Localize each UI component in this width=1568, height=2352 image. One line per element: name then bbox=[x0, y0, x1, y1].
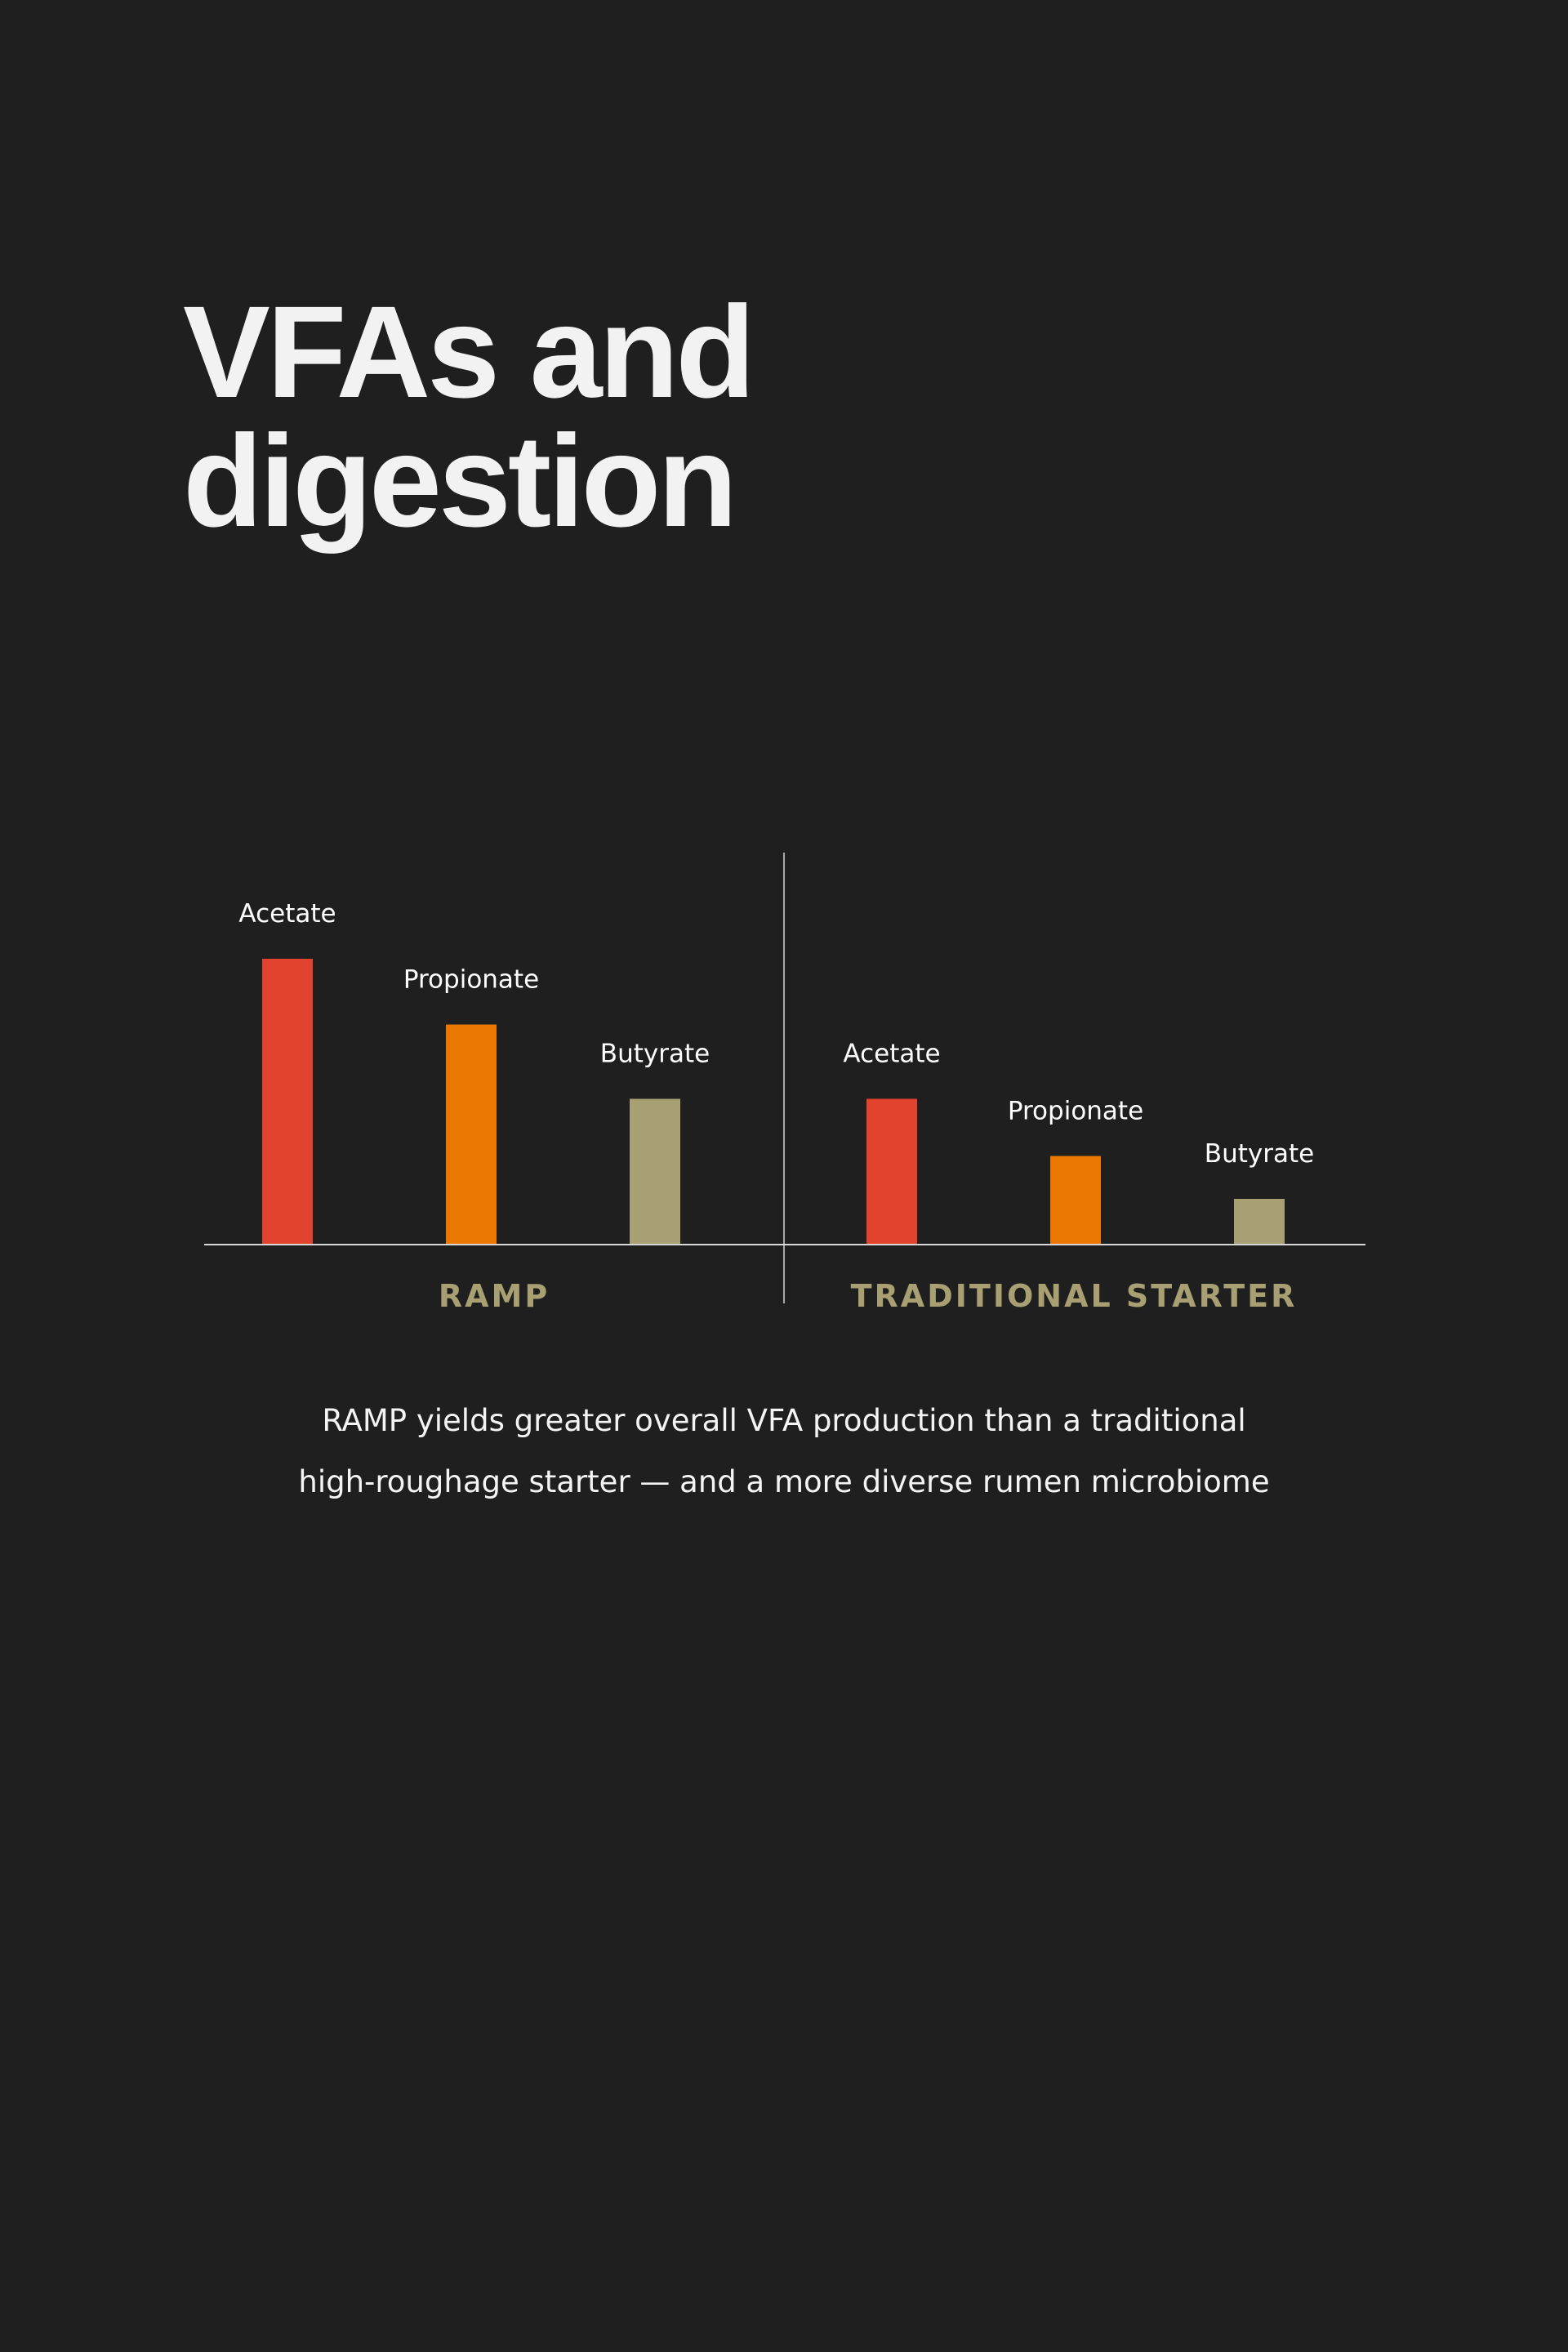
chart-caption: RAMP yields greater overall VFA producti… bbox=[131, 1390, 1437, 1512]
bar-ramp-butyrate bbox=[630, 1098, 680, 1245]
caption-line-1: RAMP yields greater overall VFA producti… bbox=[322, 1403, 1246, 1438]
bar-traditional-starter-butyrate bbox=[1234, 1199, 1285, 1245]
group-label-traditional-starter: TRADITIONAL STARTER bbox=[851, 1278, 1298, 1314]
page-title: VFAs and digestion bbox=[183, 287, 1163, 546]
title-line-2: digestion bbox=[183, 408, 737, 554]
caption-line-2: high-roughage starter — and a more diver… bbox=[298, 1464, 1270, 1499]
bar-label-ramp-acetate: Acetate bbox=[238, 899, 336, 929]
bar-label-ramp-butyrate: Butyrate bbox=[600, 1040, 710, 1069]
bar-traditional-starter-propionate bbox=[1050, 1156, 1101, 1245]
bar-label-traditional-starter-propionate: Propionate bbox=[1008, 1097, 1143, 1126]
bar-traditional-starter-acetate bbox=[866, 1098, 917, 1245]
title-line-1: VFAs and bbox=[183, 278, 755, 425]
bar-labels-layer: Acetate Propionate Butyrate RAMP Acetate Prop… bbox=[238, 899, 1314, 1314]
bar-ramp-acetate bbox=[262, 959, 313, 1245]
bar-label-ramp-propionate: Propionate bbox=[403, 965, 539, 995]
vfa-bar-chart: Acetate Propionate Butyrate RAMP Acetate Prop… bbox=[204, 853, 1365, 1314]
bars-layer bbox=[262, 959, 1285, 1245]
bar-label-traditional-starter-acetate: Acetate bbox=[843, 1040, 940, 1069]
axis-layer bbox=[204, 853, 1365, 1303]
group-label-ramp: RAMP bbox=[439, 1278, 550, 1314]
bar-ramp-propionate bbox=[446, 1024, 497, 1245]
bar-label-traditional-starter-butyrate: Butyrate bbox=[1205, 1139, 1314, 1169]
